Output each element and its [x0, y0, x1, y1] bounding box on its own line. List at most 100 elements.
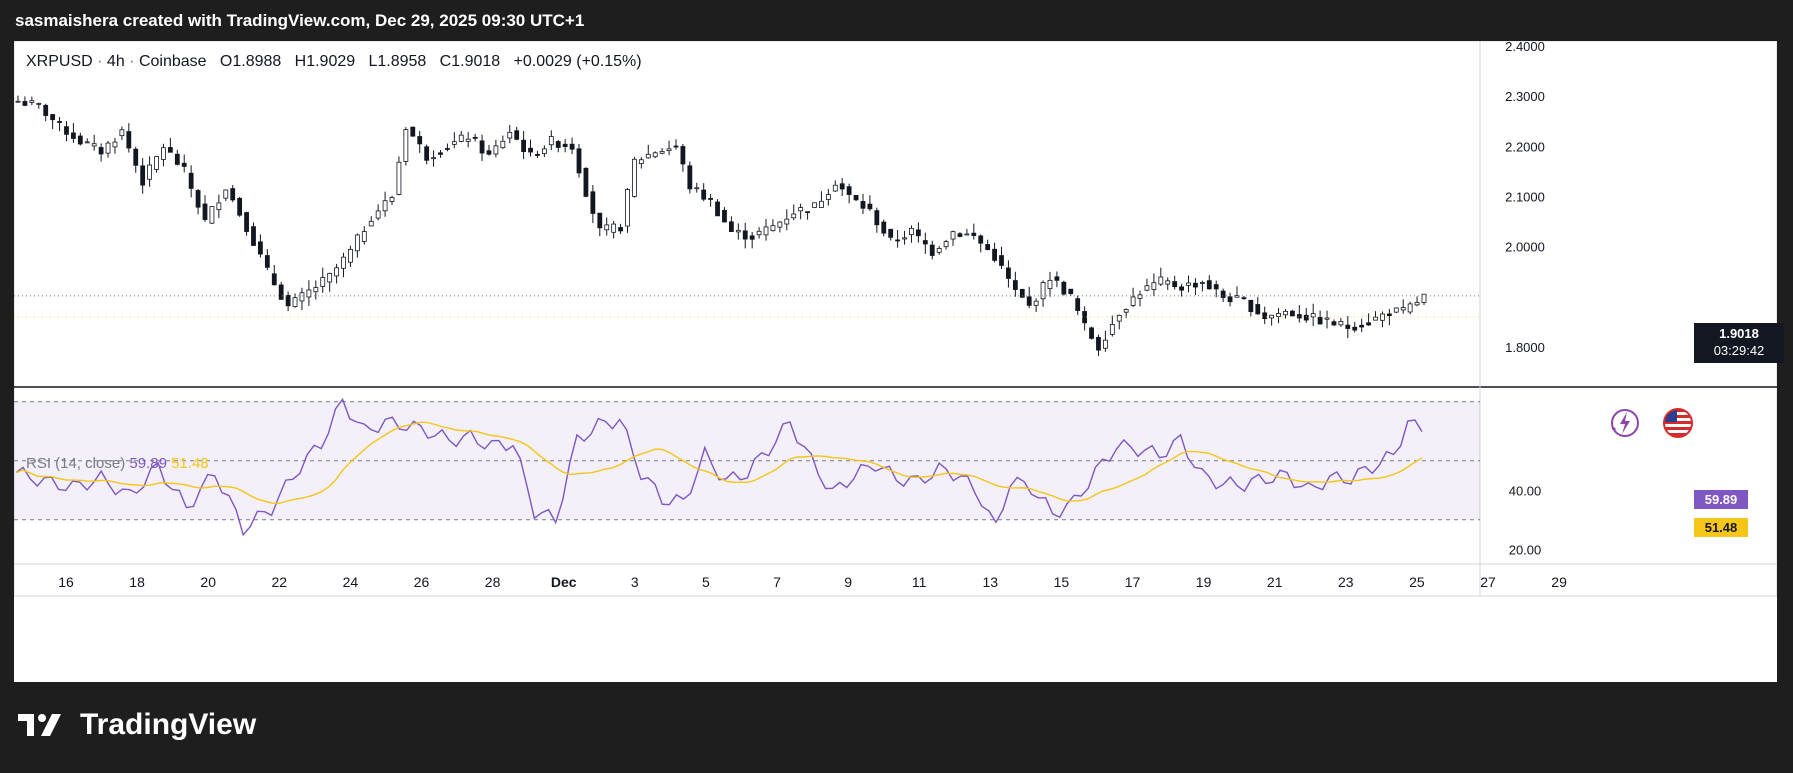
brand-logo[interactable]: TradingView: [18, 708, 256, 742]
candle-body: [465, 138, 471, 142]
candle-body: [1158, 276, 1164, 285]
us-flag-icon[interactable]: [1662, 407, 1694, 439]
candle-body: [1414, 302, 1420, 306]
candle-body: [327, 272, 333, 283]
time-tick-label: Dec: [551, 574, 577, 590]
candle-body: [929, 244, 935, 256]
candle-body: [486, 150, 492, 155]
candle-body: [805, 211, 810, 214]
candle-body: [548, 136, 554, 146]
candle-body: [846, 186, 852, 195]
candle-body: [77, 135, 83, 145]
candle-body: [777, 221, 783, 228]
time-tick-label: 11: [912, 574, 927, 590]
candle-body: [71, 132, 76, 139]
candle-body: [638, 159, 644, 164]
time-tick-label: 16: [58, 574, 74, 590]
price-chart[interactable]: 2.4000 2.3000 2.2000 2.1000 2.0000 1.8000 40.0…: [14, 41, 1777, 682]
rsi-line: [15, 397, 1423, 537]
time-tick-label: 5: [702, 574, 710, 590]
export-caption: sasmaishera created with TradingView.com…: [15, 11, 585, 30]
candle-body: [43, 104, 49, 116]
candle-body: [583, 167, 589, 197]
legend-close-label: C: [439, 53, 452, 70]
candle-body: [1345, 324, 1351, 329]
candle-body: [694, 187, 700, 190]
candle-body: [202, 203, 208, 220]
candle-body: [798, 207, 804, 212]
rsi-layer: [14, 397, 1480, 537]
candle-body: [1089, 327, 1094, 339]
candle-body: [299, 292, 305, 302]
tradingview-logo-icon: [18, 714, 61, 736]
time-tick-label: 26: [414, 574, 430, 590]
candle-body: [1290, 310, 1295, 317]
time-tick-label: 18: [129, 574, 145, 590]
candle-body: [223, 189, 229, 199]
candle-body: [264, 255, 270, 268]
time-tick-label: 24: [343, 574, 359, 590]
candle-body: [1116, 314, 1122, 322]
candles-layer: [14, 95, 1480, 357]
candle-body: [1165, 280, 1171, 285]
candle-body: [521, 139, 527, 152]
chart-panel[interactable]: 2.4000 2.3000 2.2000 2.1000 2.0000 1.8000 40.0…: [14, 41, 1784, 682]
candle-body: [1310, 313, 1316, 318]
candle-body: [424, 146, 430, 161]
flash-icon[interactable]: [1608, 407, 1640, 439]
candle-body: [479, 140, 485, 154]
candle-body: [112, 141, 118, 148]
legend-close: 1.9018: [451, 53, 501, 70]
candle-body: [389, 197, 395, 202]
rsi-legend[interactable]: RSI (14, close) 59.89 51.48: [26, 455, 209, 472]
candle-body: [167, 147, 173, 153]
time-tick-label: 25: [1409, 574, 1425, 590]
candle-body: [888, 228, 894, 238]
legend-symbol[interactable]: XRPUSD: [26, 53, 93, 70]
candle-body: [562, 143, 568, 147]
candle-body: [791, 213, 797, 219]
time-tick-label: 29: [1551, 574, 1567, 590]
legend-interval[interactable]: 4h: [106, 53, 125, 70]
candle-body: [195, 190, 201, 208]
candle-body: [445, 148, 450, 150]
candle-body: [708, 198, 714, 200]
candle-body: [174, 153, 180, 165]
rsi-ma-value: 51.48: [171, 455, 209, 472]
candle-body: [722, 209, 727, 223]
candle-body: [237, 197, 243, 216]
candle-body: [915, 229, 921, 237]
candle-body: [209, 206, 215, 224]
candle-body: [458, 134, 464, 142]
time-tick-label: 7: [773, 574, 781, 590]
time-tick-label: 3: [631, 574, 639, 590]
candle-body: [756, 230, 762, 236]
chart-frame: [14, 41, 1777, 597]
candle-body: [1255, 304, 1261, 315]
candle-body: [659, 150, 665, 154]
candle-body: [1144, 285, 1150, 291]
candle-body: [1172, 281, 1178, 288]
candle-body: [1040, 282, 1046, 300]
price-tick-label: 2.2000: [1505, 139, 1545, 154]
candle-body: [749, 235, 755, 240]
candle-body: [701, 189, 707, 200]
candle-body: [22, 101, 28, 106]
candle-body: [361, 231, 367, 242]
rsi-tick-label: 20.00: [1509, 542, 1542, 557]
candle-body: [812, 202, 817, 208]
rsi-value-tag: 59.89: [1694, 490, 1748, 509]
rsi-label: RSI (14, close): [26, 455, 126, 472]
bar-countdown: 03:29:42: [1713, 343, 1765, 358]
candle-body: [715, 201, 720, 217]
legend-high: 1.9029: [306, 53, 356, 70]
candle-body: [1220, 290, 1226, 298]
candle-body: [1421, 293, 1427, 303]
rsi-tick-label: 40.00: [1509, 483, 1542, 498]
candle-body: [1393, 307, 1399, 313]
candle-body: [98, 147, 104, 155]
candle-body: [1151, 282, 1157, 290]
candle-body: [881, 221, 887, 234]
rsi-ma-line: [15, 421, 1423, 505]
candle-body: [188, 172, 194, 189]
